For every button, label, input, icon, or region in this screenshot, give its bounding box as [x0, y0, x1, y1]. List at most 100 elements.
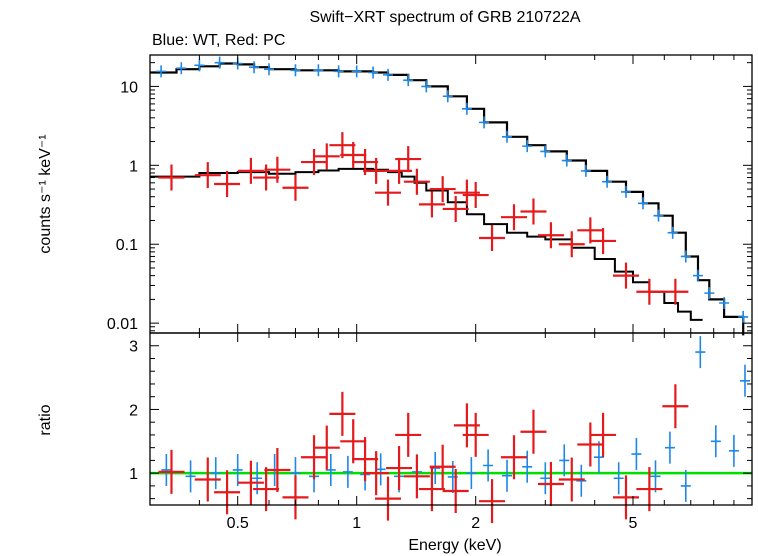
data-point	[382, 68, 393, 81]
ratio-point	[680, 469, 691, 502]
data-point	[264, 156, 291, 183]
data-point	[363, 157, 390, 184]
ratio-point	[662, 384, 689, 429]
ratio-point	[540, 462, 551, 495]
y-tick-label: 3	[129, 339, 138, 356]
data-point	[442, 90, 453, 103]
ratio-point	[520, 409, 547, 454]
data-point	[577, 217, 604, 244]
data-point	[290, 64, 301, 77]
data-point	[719, 296, 730, 309]
ratio-point	[537, 461, 564, 506]
bottom-panel-axes: 0.5 1 2 5 1 2 3	[129, 324, 753, 532]
data-point	[537, 222, 564, 249]
ratio-point	[161, 453, 172, 486]
data-point	[738, 310, 749, 323]
data-point	[395, 146, 422, 173]
ratio-point	[214, 470, 241, 515]
ratio-point	[194, 457, 221, 502]
data-point	[442, 195, 469, 222]
data-point	[479, 116, 490, 129]
data-point	[704, 287, 715, 300]
ratio-point	[232, 453, 243, 486]
ratio-point	[375, 453, 386, 486]
y-tick-label: 10	[120, 79, 138, 96]
ratio-point	[636, 467, 663, 512]
top-panel-series-layer	[150, 56, 749, 336]
data-point	[522, 140, 533, 153]
data-point	[214, 170, 241, 197]
top-panel-axes: 0.01 0.1 1 10	[107, 55, 753, 333]
data-point	[194, 162, 221, 189]
ratio-point	[442, 468, 469, 513]
data-point	[520, 198, 547, 225]
ratio-point	[301, 435, 328, 480]
chart-subtitle: Blue: WT, Red: PC	[152, 32, 285, 49]
data-point	[590, 227, 617, 254]
data-point	[403, 168, 430, 195]
ratio-point	[559, 444, 570, 477]
ratio-point	[739, 364, 750, 397]
ratio-point	[429, 444, 456, 489]
data-point	[214, 56, 225, 69]
model-curve-pc	[150, 167, 703, 321]
ratio-point	[352, 437, 379, 482]
data-point	[421, 80, 432, 93]
data-point	[176, 62, 187, 75]
ratio-point	[462, 412, 489, 457]
ratio-point	[613, 462, 624, 495]
data-point	[249, 61, 260, 74]
data-point	[313, 143, 340, 170]
data-point	[580, 164, 591, 177]
data-point	[653, 209, 664, 222]
x-tick-label: 2	[471, 515, 480, 532]
x-tick-label: 0.5	[227, 515, 249, 532]
ratio-point	[576, 464, 587, 497]
ratio-point	[650, 460, 661, 493]
data-point	[602, 175, 613, 188]
ratio-point	[264, 447, 291, 492]
ratio-point	[664, 431, 675, 464]
data-point	[636, 278, 663, 305]
data-point	[612, 262, 639, 289]
ratio-point	[418, 467, 445, 512]
data-point	[638, 197, 649, 210]
ratio-point	[340, 419, 367, 464]
ratio-point	[395, 412, 422, 457]
ratio-point	[282, 475, 309, 520]
data-point	[313, 64, 324, 77]
x-tick-label: 5	[629, 515, 638, 532]
data-point	[662, 278, 689, 305]
data-point	[301, 149, 328, 176]
data-point	[540, 145, 551, 158]
data-point	[620, 185, 631, 198]
ratio-point	[479, 479, 506, 524]
ratio-point	[210, 457, 221, 490]
data-point	[253, 164, 280, 191]
data-point	[158, 164, 185, 191]
bottom-panel: 0.5 1 2 5 1 2 3 ratio Energy (keV)	[37, 324, 753, 554]
ratio-point	[363, 451, 390, 496]
y-tick-label: 2	[129, 402, 138, 419]
data-point	[156, 65, 167, 78]
ratio-point	[403, 454, 430, 499]
ratio-point	[501, 459, 512, 492]
ratio-point	[577, 422, 604, 467]
ratio-point	[695, 336, 706, 369]
ratio-point	[185, 460, 196, 493]
ratio-point	[386, 446, 413, 491]
ratio-point	[728, 434, 739, 467]
y-tick-label: 1	[129, 158, 138, 175]
data-point	[461, 102, 472, 115]
data-point	[680, 250, 691, 263]
data-point	[237, 157, 264, 184]
data-point	[263, 63, 274, 76]
top-panel: 0.01 0.1 1 10 counts s⁻¹ keV⁻¹	[37, 54, 753, 336]
top-y-axis-label: counts s⁻¹ keV⁻¹	[37, 134, 54, 253]
ratio-point	[253, 467, 280, 512]
ratio-point	[558, 457, 585, 502]
ratio-point	[374, 476, 401, 521]
ratio-point	[522, 450, 533, 483]
data-point	[194, 59, 205, 72]
